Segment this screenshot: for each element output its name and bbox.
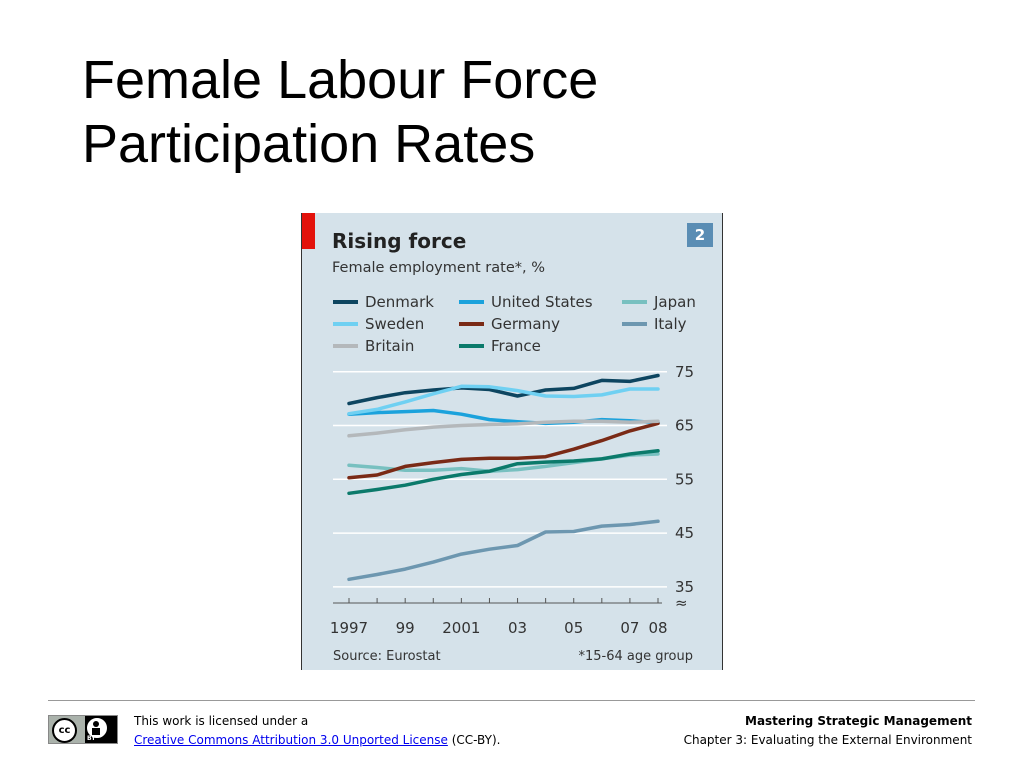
x-tick-label-2003: 03 [508,619,527,637]
y-tick-label-45: 45 [675,524,694,542]
x-tick-label-2001: 2001 [442,619,480,637]
series-line-sweden [347,384,660,416]
x-tick-label-2007: 07 [620,619,639,637]
slide-title: Female Labour Force Participation Rates [82,48,598,176]
footer-divider [48,700,975,701]
chart-subtitle: Female employment rate*, % [332,260,545,276]
legend-label-italy: Italy [654,315,687,333]
license-suffix: (CC-BY). [447,733,501,747]
slide-title-line2: Participation Rates [82,114,536,174]
y-tick-label-55: 55 [675,470,694,488]
legend-label-germany: Germany [491,315,560,333]
chapter-title: Chapter 3: Evaluating the External Envir… [683,733,972,747]
cc-icon: cc [52,718,77,743]
series-line-italy [347,519,660,582]
chart-source: Source: Eurostat [333,649,441,664]
book-title: Mastering Strategic Management [745,714,972,728]
series-line-britain [347,419,660,438]
legend-label-denmark: Denmark [365,293,434,311]
legend-label-france: France [491,337,541,355]
series-line-denmark [347,373,660,406]
chart-number-badge: 2 [687,223,713,247]
red-tab-marker [302,213,315,249]
attribution-person-head [93,721,99,727]
legend-label-britain: Britain [365,337,414,355]
legend-label-sweden: Sweden [365,315,424,333]
y-tick-label-65: 65 [675,417,694,435]
series-line-france [347,449,660,496]
license-notice: This work is licensed under a Creative C… [134,712,500,750]
license-link[interactable]: Creative Commons Attribution 3.0 Unporte… [134,733,448,747]
axis-break-marker: ≈ [675,594,688,612]
slide-title-line1: Female Labour Force [82,50,599,110]
series-line-germany [347,421,660,480]
x-tick-label-2008: 08 [648,619,667,637]
attribution-person-body [92,728,100,735]
by-label: BY [87,735,96,742]
x-tick-label-1999: 99 [396,619,415,637]
cc-by-license-badge[interactable]: cc BY [48,715,118,744]
license-line1: This work is licensed under a [134,714,309,728]
legend-label-japan: Japan [653,293,696,311]
chart-title: Rising force [332,229,467,253]
x-tick-label-2005: 05 [564,619,583,637]
x-tick-label-1997: 1997 [330,619,368,637]
legend-label-united-states: United States [491,293,593,311]
y-tick-label-35: 35 [675,578,694,596]
chart-footnote: *15-64 age group [578,649,693,664]
license-line2: Creative Commons Attribution 3.0 Unporte… [134,731,500,750]
line-chart: Denmark United States Japan Sweden Germany It… [330,293,696,664]
chart-panel: Rising force Female employment rate*, % … [301,213,723,670]
book-info: Mastering Strategic Management Chapter 3… [684,712,972,750]
y-tick-label-75: 75 [675,363,694,381]
